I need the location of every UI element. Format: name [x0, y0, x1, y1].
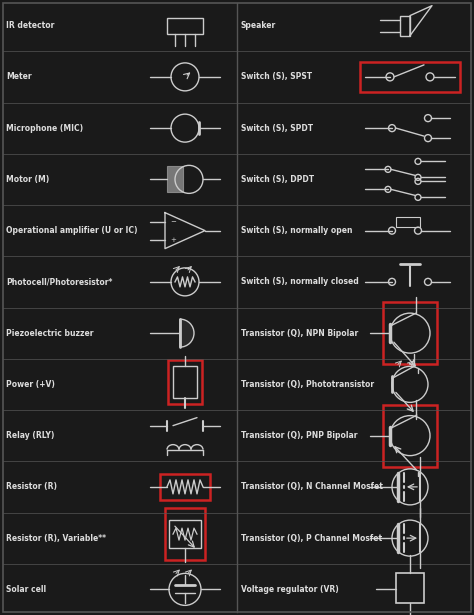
Text: Transistor (Q), P Channel Mosfet: Transistor (Q), P Channel Mosfet [241, 534, 382, 542]
Text: Transistor (Q), PNP Bipolar: Transistor (Q), PNP Bipolar [241, 431, 357, 440]
Text: Speaker: Speaker [241, 21, 276, 30]
Bar [167, 18, 203, 34]
Bar [396, 573, 424, 603]
Bar [165, 508, 205, 560]
Text: Relay (RLY): Relay (RLY) [6, 431, 55, 440]
Bar [168, 360, 202, 405]
Bar [160, 474, 210, 500]
Bar [173, 367, 197, 399]
Text: Meter: Meter [6, 73, 32, 81]
Text: Transistor (Q), N Channel Mosfet: Transistor (Q), N Channel Mosfet [241, 482, 383, 491]
Text: Resistor (R), Variable**: Resistor (R), Variable** [6, 534, 106, 542]
Bar [400, 15, 410, 36]
Text: Switch (S), normally closed: Switch (S), normally closed [241, 277, 359, 287]
Text: Piezoelectric buzzer: Piezoelectric buzzer [6, 328, 93, 338]
Text: Switch (S), SPDT: Switch (S), SPDT [241, 124, 313, 133]
Wedge shape [180, 319, 194, 347]
Text: Switch (S), normally open: Switch (S), normally open [241, 226, 353, 235]
Text: Solar cell: Solar cell [6, 585, 46, 594]
Text: Microphone (MIC): Microphone (MIC) [6, 124, 83, 133]
Text: IR detector: IR detector [6, 21, 55, 30]
Bar [169, 520, 201, 548]
Bar [396, 216, 420, 226]
Bar [383, 302, 437, 364]
Text: Switch (S), DPDT: Switch (S), DPDT [241, 175, 314, 184]
Text: Transistor (Q), NPN Bipolar: Transistor (Q), NPN Bipolar [241, 328, 358, 338]
Text: +: + [170, 237, 176, 243]
Bar [383, 405, 437, 467]
Text: Switch (S), SPST: Switch (S), SPST [241, 73, 312, 81]
Text: Power (+V): Power (+V) [6, 380, 55, 389]
Text: Voltage regulator (VR): Voltage regulator (VR) [241, 585, 339, 594]
Text: Resistor (R): Resistor (R) [6, 482, 57, 491]
Bar [360, 62, 460, 92]
Text: Photocell/Photoresistor*: Photocell/Photoresistor* [6, 277, 112, 287]
Text: Motor (M): Motor (M) [6, 175, 49, 184]
Text: Transistor (Q), Phototransistor: Transistor (Q), Phototransistor [241, 380, 374, 389]
Bar [167, 167, 183, 192]
Text: −: − [170, 218, 176, 224]
Text: Operational amplifier (U or IC): Operational amplifier (U or IC) [6, 226, 137, 235]
